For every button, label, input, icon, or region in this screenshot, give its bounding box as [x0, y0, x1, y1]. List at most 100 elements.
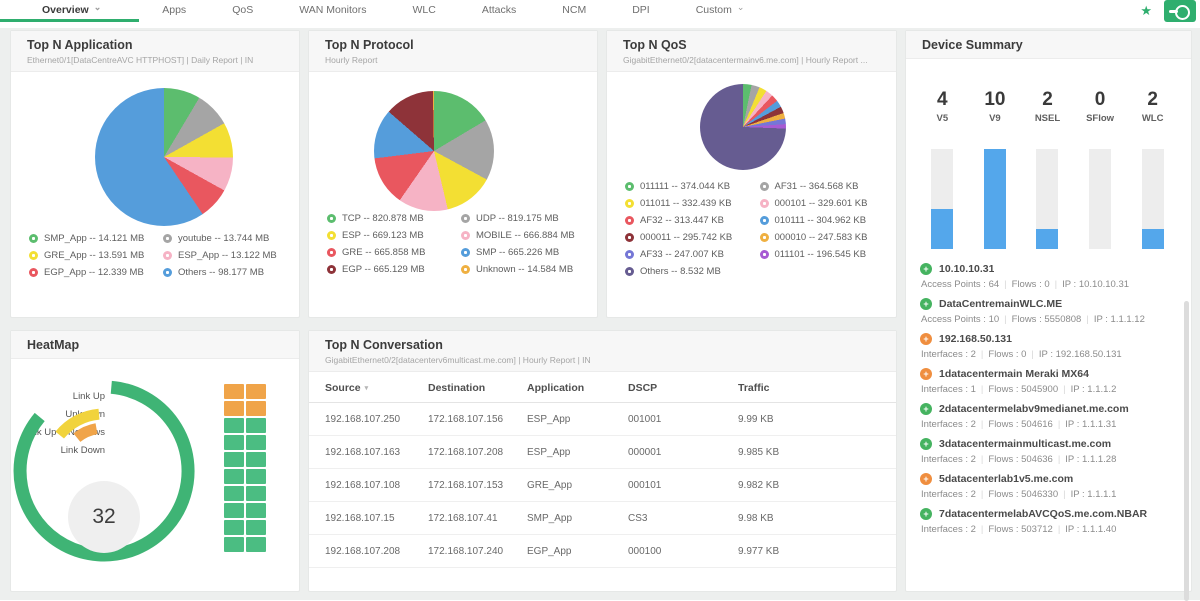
- tab-label: Custom: [695, 3, 732, 16]
- heatmap-cell[interactable]: [246, 503, 266, 518]
- table-cell: CS3: [628, 513, 648, 524]
- legend-item[interactable]: Unknown -- 14.584 MB: [461, 264, 589, 275]
- legend-label: Unknown -- 14.584 MB: [476, 264, 574, 275]
- heatmap-cell[interactable]: [224, 384, 244, 399]
- heatmap-cell[interactable]: [246, 435, 266, 450]
- heatmap-cell[interactable]: [246, 384, 266, 399]
- heatmap-cell[interactable]: [224, 469, 244, 484]
- tab-ncm[interactable]: NCM: [539, 0, 609, 19]
- legend-label: GRE -- 665.858 MB: [342, 247, 426, 258]
- legend-item[interactable]: 000010 -- 247.583 KB: [759, 232, 889, 243]
- tab-wlc[interactable]: WLC: [390, 0, 459, 19]
- legend-item[interactable]: TCP -- 820.878 MB: [327, 213, 455, 224]
- device-list-item[interactable]: +5datacenterlab1v5.me.com Interfaces : 2 |…: [920, 473, 1177, 500]
- device-name: 1datacentermain Meraki MX64: [939, 368, 1089, 380]
- legend-item[interactable]: EGP_App -- 12.339 MB: [29, 267, 157, 278]
- column-header-dscp[interactable]: DSCP: [628, 382, 738, 394]
- legend-item[interactable]: 010111 -- 304.962 KB: [759, 215, 889, 226]
- table-row[interactable]: 192.168.107.15 172.168.107.41 SMP_App CS3 9.…: [309, 502, 896, 535]
- legend-item[interactable]: youtube -- 13.744 MB: [163, 233, 291, 244]
- heatmap-rings-svg[interactable]: [11, 377, 217, 577]
- device-list-item[interactable]: + DataCentremainWLC.ME Access Points : 10 |…: [920, 298, 1177, 325]
- legend-item[interactable]: GRE_App -- 13.591 MB: [29, 250, 157, 261]
- table-row[interactable]: 192.168.107.163 172.168.107.208 ESP_App 000…: [309, 436, 896, 469]
- legend-item[interactable]: SMP_App -- 14.121 MB: [29, 233, 157, 244]
- legend-item[interactable]: Others -- 8.532 MB: [625, 266, 754, 277]
- dashboard-settings-button[interactable]: [1164, 0, 1196, 22]
- favorite-star-icon[interactable]: ★: [1140, 3, 1152, 18]
- heatmap-cell[interactable]: [246, 469, 266, 484]
- device-list-item[interactable]: +3datacentermainmulticast.me.com Interfac…: [920, 438, 1177, 465]
- heatmap-cell[interactable]: [224, 418, 244, 433]
- heatmap-cell[interactable]: [224, 537, 244, 552]
- device-list-item[interactable]: +7datacentermelabAVCQoS.me.com.NBAR Inter…: [920, 508, 1177, 535]
- legend-item[interactable]: 011101 -- 196.545 KB: [759, 249, 889, 260]
- heatmap-cell[interactable]: [246, 401, 266, 416]
- detail-separator: |: [1063, 384, 1066, 395]
- bar-fill[interactable]: [983, 149, 1006, 249]
- column-header-traffic[interactable]: Traffic: [738, 382, 896, 394]
- legend-item[interactable]: SMP -- 665.226 MB: [461, 247, 589, 258]
- legend-item[interactable]: AF32 -- 313.447 KB: [625, 215, 754, 226]
- heatmap-cell[interactable]: [224, 452, 244, 467]
- tab-apps[interactable]: Apps: [139, 0, 209, 19]
- sort-caret-icon: ▾: [364, 385, 369, 392]
- legend-item[interactable]: 011011 -- 332.439 KB: [625, 198, 754, 209]
- heatmap-cell[interactable]: [246, 520, 266, 535]
- heatmap-cell[interactable]: [224, 435, 244, 450]
- device-list-item[interactable]: +2datacentermelabv9medianet.me.com Interf…: [920, 403, 1177, 430]
- bar-fill[interactable]: [1141, 229, 1164, 249]
- ring-arc-link-up[interactable]: [13, 380, 195, 562]
- heatmap-cell[interactable]: [224, 520, 244, 535]
- legend-color-dot: [461, 265, 470, 274]
- application-pie-chart[interactable]: [95, 88, 233, 226]
- column-header-destination[interactable]: Destination: [428, 382, 527, 394]
- heatmap-cell[interactable]: [246, 486, 266, 501]
- heatmap-total-badge: 32: [68, 481, 140, 553]
- device-list-item[interactable]: +1datacentermain Meraki MX64 Interfaces :…: [920, 368, 1177, 395]
- ring-arc-unknown[interactable]: [55, 408, 100, 439]
- heatmap-cell[interactable]: [246, 418, 266, 433]
- table-row[interactable]: 192.168.107.208 172.168.107.240 EGP_App 000…: [309, 535, 896, 568]
- bar-fill[interactable]: [1036, 229, 1059, 249]
- heatmap-cell[interactable]: [246, 452, 266, 467]
- column-header-application[interactable]: Application: [527, 382, 628, 394]
- legend-item[interactable]: ESP -- 669.123 MB: [327, 230, 455, 241]
- table-cell: 172.168.107.41: [428, 513, 498, 524]
- legend-item[interactable]: AF31 -- 364.568 KB: [759, 181, 889, 192]
- device-detail: Access Points : 64: [921, 279, 1000, 290]
- protocol-pie-chart[interactable]: [374, 91, 494, 211]
- table-row[interactable]: 192.168.107.108 172.168.107.153 GRE_App 000…: [309, 469, 896, 502]
- device-list-scrollbar[interactable]: [1184, 301, 1189, 601]
- legend-item[interactable]: EGP -- 665.129 MB: [327, 264, 455, 275]
- heatmap-cell[interactable]: [224, 486, 244, 501]
- detail-separator: |: [980, 489, 984, 500]
- tab-attacks[interactable]: Attacks: [459, 0, 539, 19]
- legend-item[interactable]: GRE -- 665.858 MB: [327, 247, 455, 258]
- legend-item[interactable]: 011111 -- 374.044 KB: [625, 181, 754, 192]
- heatmap-cell[interactable]: [224, 503, 244, 518]
- tab-wan-monitors[interactable]: WAN Monitors: [276, 0, 389, 19]
- legend-item[interactable]: AF33 -- 247.007 KB: [625, 249, 754, 260]
- ring-arc-link-up-noflows[interactable]: [73, 423, 98, 443]
- device-list-item[interactable]: +192.168.50.131 Interfaces : 2 | Flows : 0 |…: [920, 333, 1177, 360]
- tab-qos[interactable]: QoS: [209, 0, 276, 19]
- device-list-item[interactable]: +10.10.10.31 Access Points : 64 | Flows : 0…: [920, 263, 1177, 290]
- bar-fill[interactable]: [931, 209, 954, 249]
- legend-item[interactable]: ESP_App -- 13.122 MB: [163, 250, 291, 261]
- legend-item[interactable]: MOBILE -- 666.884 MB: [461, 230, 589, 241]
- table-row[interactable]: 192.168.107.250 172.168.107.156 ESP_App 001…: [309, 403, 896, 436]
- legend-item[interactable]: UDP -- 819.175 MB: [461, 213, 589, 224]
- qos-pie-chart[interactable]: [700, 84, 786, 170]
- column-header-source[interactable]: Source ▾: [325, 382, 428, 394]
- heatmap-cell[interactable]: [246, 537, 266, 552]
- device-name-row: +3datacentermainmulticast.me.com: [920, 438, 1177, 450]
- tab-overview[interactable]: Overview ⌄: [0, 0, 140, 22]
- legend-item[interactable]: 000011 -- 295.742 KB: [625, 232, 754, 243]
- legend-item[interactable]: 000101 -- 329.601 KB: [759, 198, 889, 209]
- tab-dpi[interactable]: DPI: [609, 0, 673, 19]
- tab-custom[interactable]: Custom ⌄: [673, 0, 768, 19]
- heatmap-cell[interactable]: [224, 401, 244, 416]
- legend-item[interactable]: Others -- 98.177 MB: [163, 267, 291, 278]
